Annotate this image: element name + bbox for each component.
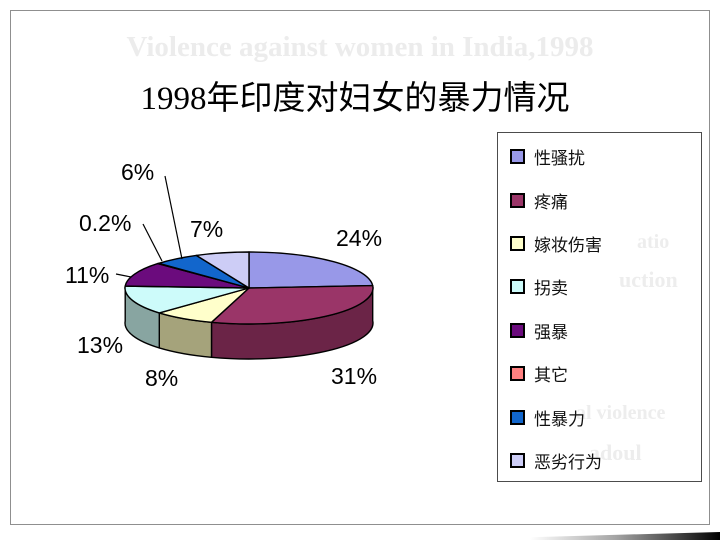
pie-slice-cruel-behavior (195, 251, 250, 289)
corner-shadow (530, 532, 720, 540)
legend-label: 强暴 (534, 322, 568, 342)
legend-swatch-pain (510, 192, 525, 208)
leader-line-0-2pct (142, 223, 163, 262)
pct-label-sexual-violence: 6% (121, 159, 155, 185)
leader-line-11pct (115, 273, 132, 278)
ghost-english-title: Violence against women in India,1998 (126, 31, 594, 63)
ghost-text-4: adoul (589, 440, 642, 465)
legend-swatch-sexual-harassment (510, 149, 525, 165)
ghost-text-2: uction (619, 267, 678, 292)
slide-title: 1998年印度对妇女的暴力情况 (140, 81, 570, 117)
legend-swatch-abduction (510, 279, 525, 295)
pie-slice-rape (124, 262, 250, 289)
legend-swatch-dowry-harm (510, 235, 525, 251)
legend-label: 恶劣行为 (534, 452, 602, 472)
legend-swatch-sexual-violence (510, 409, 525, 425)
legend-item-others: 其它 (498, 352, 701, 395)
leader-line-6pct (164, 175, 183, 260)
pct-label-sexual-harassment: 24% (336, 225, 383, 251)
pct-label-rape: 11% (65, 262, 110, 288)
legend-item-sexual-violence: 性暴力 (498, 395, 701, 438)
pct-label-others: 0.2% (79, 210, 132, 236)
legend-item-abduction: 拐卖 (498, 265, 701, 308)
pct-label-dowry-harm: 8% (145, 365, 179, 391)
ghost-text-3: al violence (576, 402, 666, 424)
pie-slice-pain (210, 284, 374, 325)
pct-label-cruel-behavior: 7% (190, 216, 224, 242)
pie-slice-abduction (124, 285, 250, 314)
legend-item-cruel-behavior: 恶劣行为 (498, 439, 701, 482)
legend-item-rape: 强暴 (498, 309, 701, 352)
legend-swatch-others (510, 366, 525, 382)
legend-label: 拐卖 (534, 279, 568, 299)
legend-label: 性骚扰 (534, 149, 585, 169)
legend-item-dowry-harm: 嫁妆伤害 (498, 222, 701, 265)
pie-slice-sexual-harassment (248, 251, 374, 289)
legend-swatch-cruel-behavior (510, 452, 525, 468)
pct-label-abduction: 13% (77, 332, 124, 358)
ghost-text-1: atio (637, 231, 670, 253)
legend-item-sexual-harassment: 性骚扰 (498, 135, 701, 178)
chart-legend: 性骚扰 疼痛 嫁妆伤害 拐卖 强暴 其它 性暴力 恶劣行为 (497, 132, 702, 482)
legend-item-pain: 疼痛 (498, 178, 701, 221)
pct-label-pain: 31% (331, 363, 378, 389)
legend-label: 嫁妆伤害 (534, 235, 602, 255)
slide-border (10, 10, 710, 525)
legend-label: 性暴力 (534, 409, 585, 429)
legend-label: 其它 (534, 366, 568, 386)
legend-swatch-rape (510, 322, 525, 338)
legend-label: 疼痛 (534, 192, 568, 212)
